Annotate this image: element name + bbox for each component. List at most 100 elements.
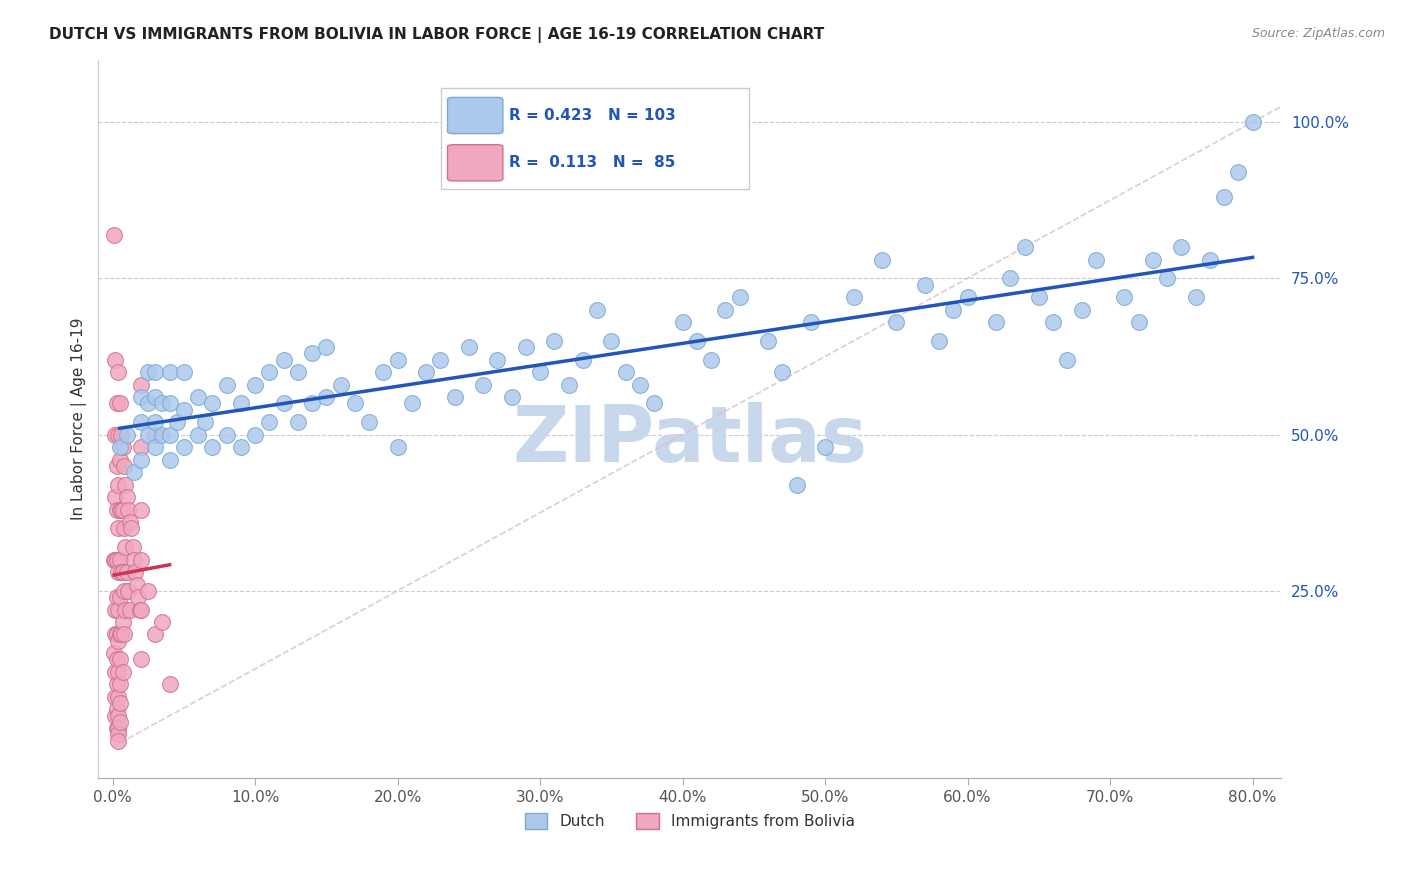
Point (111, 502, 134, 516)
Point (114, 477, 136, 491)
Point (343, 396, 366, 410)
Point (301, 396, 323, 410)
Point (914, 277, 936, 292)
Point (117, 502, 139, 516)
Point (1000, 271, 1022, 285)
Point (415, 365, 437, 379)
Point (486, 352, 509, 367)
Point (103, 646, 125, 660)
Point (201, 440, 224, 454)
Point (671, 315, 693, 329)
Point (143, 365, 166, 379)
Point (173, 365, 195, 379)
Point (107, 727, 129, 741)
Point (111, 615, 134, 629)
Point (401, 396, 423, 410)
Point (107, 721, 129, 735)
Point (105, 396, 128, 410)
Point (1156, 271, 1178, 285)
Point (129, 415, 152, 429)
Point (770, 365, 793, 379)
Point (543, 334, 565, 348)
Point (104, 552, 127, 566)
Point (107, 665, 129, 679)
Point (103, 227, 125, 242)
Point (215, 377, 238, 392)
Point (1213, 190, 1236, 204)
Point (143, 390, 166, 404)
Point (111, 440, 134, 454)
Point (1084, 252, 1107, 267)
Point (529, 365, 551, 379)
Point (105, 702, 128, 716)
Point (112, 583, 135, 598)
Point (1056, 352, 1078, 367)
Point (429, 352, 451, 367)
Point (215, 427, 238, 442)
Point (121, 540, 143, 554)
Point (107, 427, 129, 442)
Point (800, 315, 823, 329)
Point (104, 665, 127, 679)
Point (143, 440, 166, 454)
Point (129, 452, 152, 467)
Point (1198, 252, 1220, 267)
Point (243, 427, 266, 442)
Point (122, 465, 145, 479)
Point (127, 590, 149, 604)
Point (329, 377, 352, 392)
Point (105, 458, 128, 473)
Point (315, 390, 337, 404)
Point (117, 583, 139, 598)
Point (105, 721, 128, 735)
Legend: Dutch, Immigrants from Bolivia: Dutch, Immigrants from Bolivia (519, 807, 860, 835)
Point (159, 396, 181, 410)
Point (1014, 240, 1036, 254)
Point (107, 477, 129, 491)
Point (107, 733, 129, 747)
Point (443, 390, 465, 404)
Point (125, 577, 148, 591)
Point (105, 502, 128, 516)
Point (243, 377, 266, 392)
Point (315, 340, 337, 354)
Point (273, 352, 295, 367)
Point (359, 415, 381, 429)
Point (108, 590, 131, 604)
Point (942, 302, 965, 317)
Point (107, 633, 129, 648)
Point (111, 665, 134, 679)
Point (107, 565, 129, 579)
Point (115, 427, 138, 442)
Point (108, 396, 131, 410)
Point (129, 440, 152, 454)
Point (1227, 165, 1250, 179)
Point (159, 427, 181, 442)
Point (108, 652, 131, 666)
Point (194, 415, 217, 429)
Point (287, 415, 309, 429)
Point (229, 396, 252, 410)
Point (557, 377, 579, 392)
Point (700, 352, 723, 367)
Point (143, 627, 166, 641)
Point (136, 427, 159, 442)
Point (104, 708, 127, 723)
Point (152, 396, 174, 410)
Point (110, 502, 132, 516)
Point (108, 502, 131, 516)
Point (118, 602, 141, 616)
Point (173, 402, 195, 417)
Point (129, 390, 152, 404)
Point (928, 334, 950, 348)
Point (457, 340, 479, 354)
Point (259, 365, 281, 379)
Point (886, 315, 908, 329)
Point (105, 627, 128, 641)
Point (643, 396, 665, 410)
Point (105, 677, 128, 691)
Point (104, 690, 127, 704)
Point (586, 302, 609, 317)
Point (124, 565, 146, 579)
Point (107, 602, 129, 616)
